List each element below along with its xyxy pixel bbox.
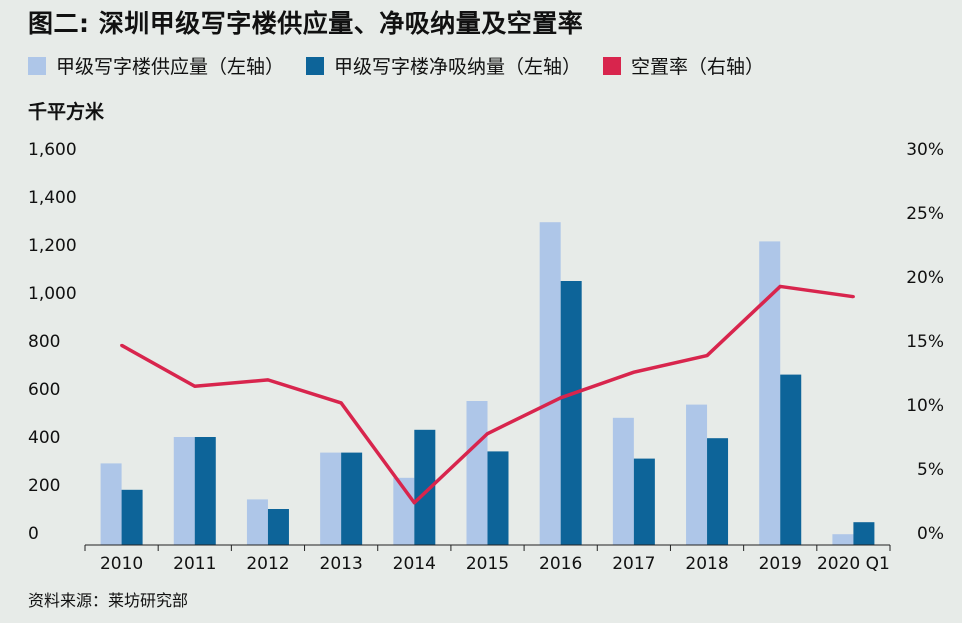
bar-supply [759, 241, 781, 545]
bar-supply [173, 437, 195, 545]
point-vacancy [266, 378, 270, 382]
point-vacancy [193, 384, 197, 388]
bar-supply [832, 534, 854, 545]
source-note: 资料来源：莱坊研究部 [28, 591, 189, 610]
bar-supply [686, 404, 708, 545]
x-tick-label: 2012 [246, 554, 289, 574]
bar-absorption [487, 451, 509, 545]
bar-supply [246, 499, 268, 545]
legend-label-absorption: 甲级写字楼净吸纳量（左轴） [334, 56, 582, 78]
y-left-tick-label: 1,600 [28, 140, 77, 160]
legend-item-absorption: 甲级写字楼净吸纳量（左轴） [306, 52, 581, 79]
point-vacancy [851, 295, 855, 299]
point-vacancy [705, 354, 709, 358]
bar-absorption [560, 281, 582, 545]
y-left-tick-label: 1,200 [28, 236, 77, 256]
x-tick-label: 2010 [100, 554, 143, 574]
y-left-tick-label: 600 [28, 380, 60, 400]
y-left-tick-label: 1,400 [28, 188, 77, 208]
x-tick-label: 2019 [759, 554, 802, 574]
bar-absorption [633, 458, 655, 545]
y-left-tick-label: 0 [28, 524, 39, 544]
y-left-tick-label: 400 [28, 428, 60, 448]
point-vacancy [632, 370, 636, 374]
left-axis-unit: 千平方米 [28, 101, 105, 123]
legend-swatch-supply [28, 56, 46, 75]
x-tick-label: 2015 [466, 554, 509, 574]
bar-absorption [194, 437, 216, 545]
legend-label-supply: 甲级写字楼供应量（左轴） [56, 56, 285, 78]
legend-item-supply: 甲级写字楼供应量（左轴） [28, 52, 284, 79]
x-tick-label: 2013 [320, 554, 363, 574]
bar-absorption [121, 489, 143, 545]
legend-item-vacancy: 空置率（右轴） [603, 52, 764, 79]
y-right-tick-label: 0% [917, 524, 944, 544]
y-right-tick-label: 15% [906, 332, 944, 352]
y-right-tick-label: 10% [906, 396, 944, 416]
bar-supply [320, 452, 342, 545]
y-left-tick-label: 800 [28, 332, 60, 352]
y-right-tick-label: 5% [917, 460, 944, 480]
point-vacancy [778, 284, 782, 288]
bar-supply [100, 463, 122, 545]
legend-swatch-vacancy [603, 56, 622, 75]
point-vacancy [559, 396, 563, 400]
y-right-tick-label: 20% [906, 268, 944, 288]
bar-supply [539, 222, 561, 545]
x-tick-label: 2011 [173, 554, 216, 574]
chart-title: 图二: 深圳甲级写字楼供应量、净吸纳量及空置率 [28, 9, 584, 38]
bar-supply [466, 401, 488, 545]
bar-absorption [780, 374, 802, 545]
bar-absorption [267, 509, 289, 545]
bar-absorption [414, 429, 436, 545]
y-right-tick-label: 25% [906, 204, 944, 224]
bar-absorption [341, 452, 363, 545]
x-tick-label: 2018 [685, 554, 728, 574]
legend-label-vacancy: 空置率（右轴） [631, 56, 765, 78]
bar-absorption [707, 438, 729, 545]
bar-supply [612, 417, 634, 545]
x-tick-label: 2014 [393, 554, 436, 574]
y-left-tick-label: 1,000 [28, 284, 77, 304]
point-vacancy [412, 501, 416, 505]
point-vacancy [339, 401, 343, 405]
legend: 甲级写字楼供应量（左轴） 甲级写字楼净吸纳量（左轴） 空置率（右轴） [28, 52, 786, 79]
legend-swatch-absorption [306, 56, 325, 75]
x-tick-label: 2017 [612, 554, 655, 574]
bar-absorption [853, 522, 875, 545]
y-right-tick-label: 30% [906, 140, 944, 160]
x-tick-label: 2020 Q1 [817, 554, 890, 574]
x-tick-label: 2016 [539, 554, 582, 574]
point-vacancy [120, 343, 124, 347]
point-vacancy [486, 432, 489, 436]
y-left-tick-label: 200 [28, 476, 60, 496]
